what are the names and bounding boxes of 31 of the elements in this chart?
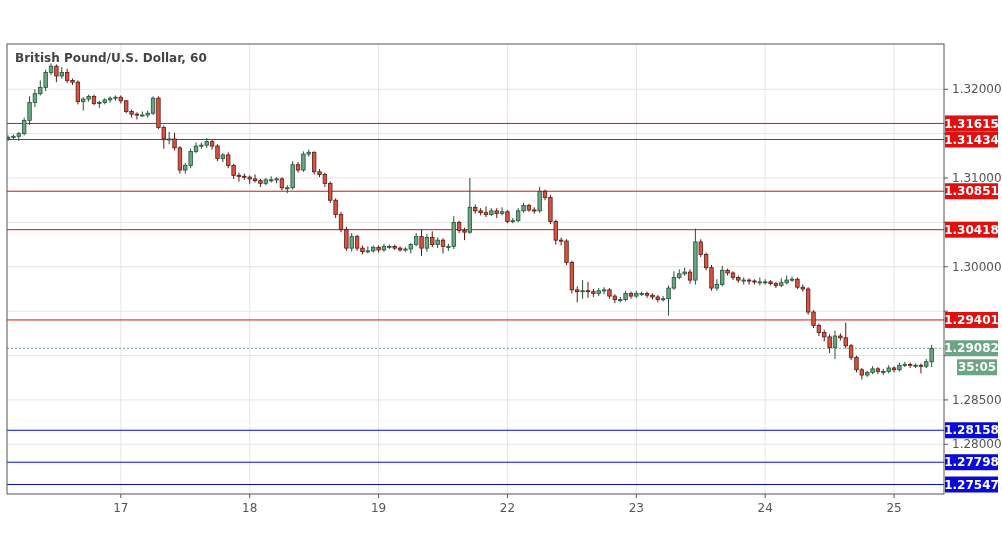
x-tick-label: 17 (113, 501, 129, 515)
ref-line-label: 1.27547 (944, 477, 999, 492)
ref-line-label: 1.31615 (944, 116, 999, 131)
y-tick-label: 1.28000 (952, 437, 1002, 452)
x-tick-label: 23 (628, 501, 644, 515)
x-tick-label: 24 (757, 501, 773, 515)
candlestick (499, 206, 505, 216)
ref-line-label: 1.29082 (944, 341, 999, 356)
candlestick (580, 279, 585, 300)
ref-line-label: 1.28158 (944, 423, 999, 438)
candlestick (349, 232, 354, 253)
candlestick (918, 363, 924, 374)
candlestick (440, 237, 446, 254)
ref-line-label: 1.30418 (944, 222, 999, 237)
y-tick-label: 1.30000 (952, 259, 1002, 274)
ref-line-label: 1.31434 (944, 132, 999, 147)
x-tick-label: 19 (370, 501, 387, 515)
candlestick (419, 229, 424, 257)
text: 35:05 (957, 360, 997, 375)
ref-line-label: 1.30851 (944, 184, 999, 199)
y-tick-label: 1.28500 (952, 393, 1002, 408)
x-tick-label: 22 (499, 501, 516, 515)
x-tick-label: 25 (886, 501, 902, 515)
ref-line-label: 1.27798 (944, 455, 999, 470)
ref-line-label: 1.29401 (944, 313, 999, 328)
y-tick-label: 1.31000 (952, 171, 1002, 186)
x-tick-label: 18 (242, 501, 258, 515)
candlestick (537, 186, 542, 214)
candlestick (891, 365, 897, 373)
text: British Pound/U.S. Dollar, 60 (15, 51, 207, 65)
y-tick-label: 1.32000 (952, 82, 1002, 97)
